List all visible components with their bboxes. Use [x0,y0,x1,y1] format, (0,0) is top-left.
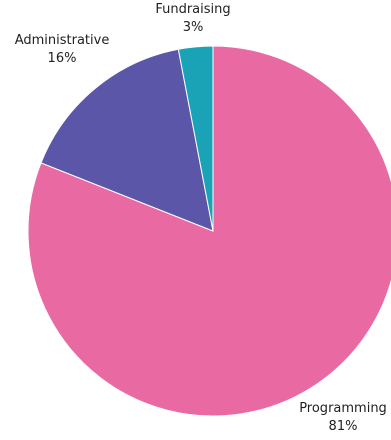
pie-slice-fundraising [177,45,214,232]
pie-value-label-fundraising: 3% [183,20,204,35]
pie-value-label-programming: 81% [329,419,358,434]
pie-slice-administrative [40,48,214,232]
pie-label-programming: Programming [299,401,387,416]
pie-label-fundraising: Fundraising [155,2,230,17]
pie-slice-programming [27,45,391,417]
pie-labels: Programming 81% Administrative 16% Fundraisi… [15,2,387,434]
pie-slices [27,45,391,417]
pie-value-label-administrative: 16% [48,51,77,66]
pie-label-administrative: Administrative [15,33,110,48]
